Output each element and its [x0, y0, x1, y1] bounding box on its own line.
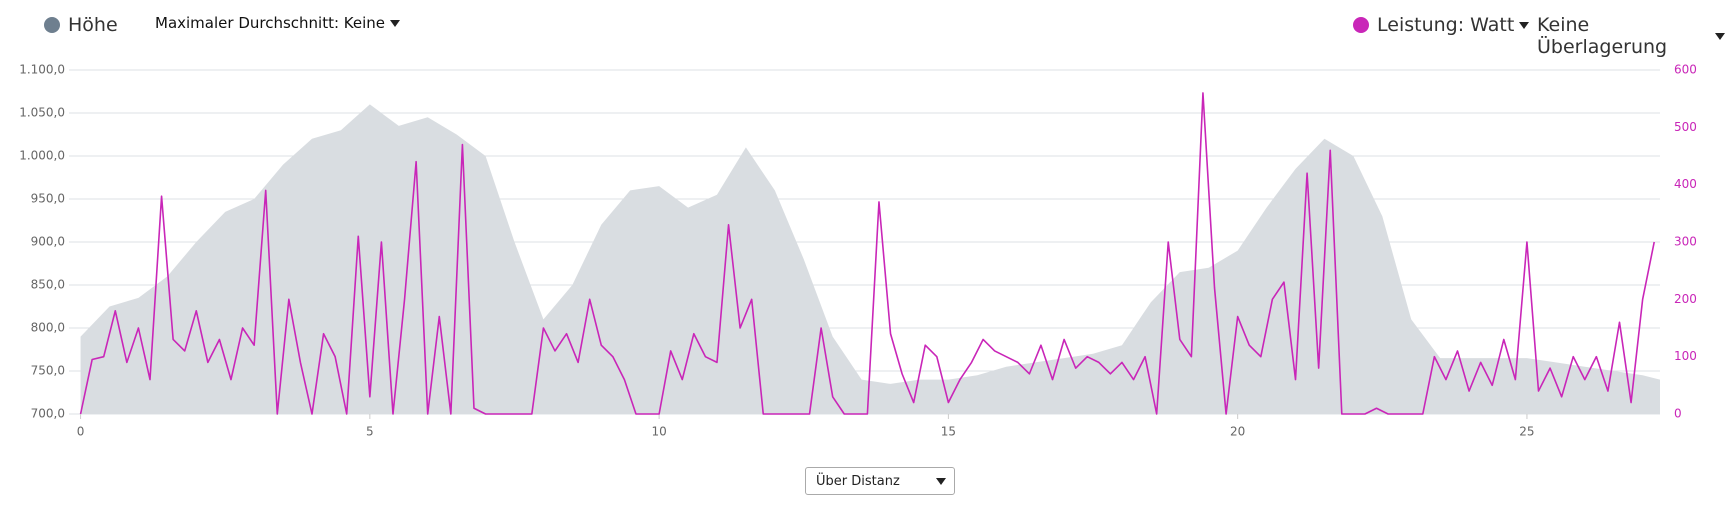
power-line: [79, 92, 1655, 415]
x-tick-label: 15: [941, 425, 956, 439]
y-tick-label: 1.100,0: [19, 63, 65, 77]
y2-tick-label: 600: [1674, 63, 1697, 77]
y2-tick-label: 400: [1674, 177, 1697, 191]
y2-tick-label: 200: [1674, 292, 1697, 306]
select-label: Über Distanz: [816, 473, 900, 489]
caret: [936, 478, 946, 485]
y-tick-label: 800,0: [31, 321, 65, 335]
y-tick-label: 1.050,0: [19, 106, 65, 120]
y-tick-label: 750,0: [31, 364, 65, 378]
chart: 700,0 750,0 800,0 850,0 900,0 950,0 1.000,0 1.0…: [19, 63, 1697, 439]
legend-elevation[interactable]: Höhe: [44, 14, 118, 36]
legend-label: Höhe: [68, 14, 118, 36]
legend-swatch: [1353, 17, 1369, 33]
y-tick-label: 900,0: [31, 235, 65, 249]
legend-power[interactable]: Leistung: Watt: [1353, 14, 1530, 36]
x-tick-label: 5: [366, 425, 374, 439]
x-mode-select[interactable]: Über Distanz: [805, 467, 955, 495]
legend-label: Leistung: Watt: [1377, 14, 1515, 36]
average-dropdown[interactable]: Maximaler Durchschnitt: Keine: [155, 14, 401, 32]
legend-swatch: [44, 17, 60, 33]
y-tick-label: 850,0: [31, 278, 65, 292]
x-tick-label: 0: [77, 425, 85, 439]
overlay-dropdown[interactable]: Keine Überlagerung: [1537, 14, 1725, 58]
caret: [1519, 21, 1530, 29]
caret: [390, 19, 401, 27]
x-tick-label: 10: [651, 425, 666, 439]
y2-tick-label: 300: [1674, 235, 1697, 249]
y-tick-label: 700,0: [31, 407, 65, 421]
x-tick-label: 25: [1519, 425, 1534, 439]
y2-tick-label: 0: [1674, 407, 1682, 421]
y2-tick-label: 100: [1674, 349, 1697, 363]
y-tick-label: 1.000,0: [19, 149, 65, 163]
dropdown-label: Maximaler Durchschnitt: Keine: [155, 14, 386, 32]
x-tick-label: 20: [1230, 425, 1245, 439]
caret: [1715, 32, 1725, 40]
y-tick-label: 950,0: [31, 192, 65, 206]
dropdown-label: Keine Überlagerung: [1537, 14, 1668, 58]
y2-tick-label: 500: [1674, 120, 1697, 134]
